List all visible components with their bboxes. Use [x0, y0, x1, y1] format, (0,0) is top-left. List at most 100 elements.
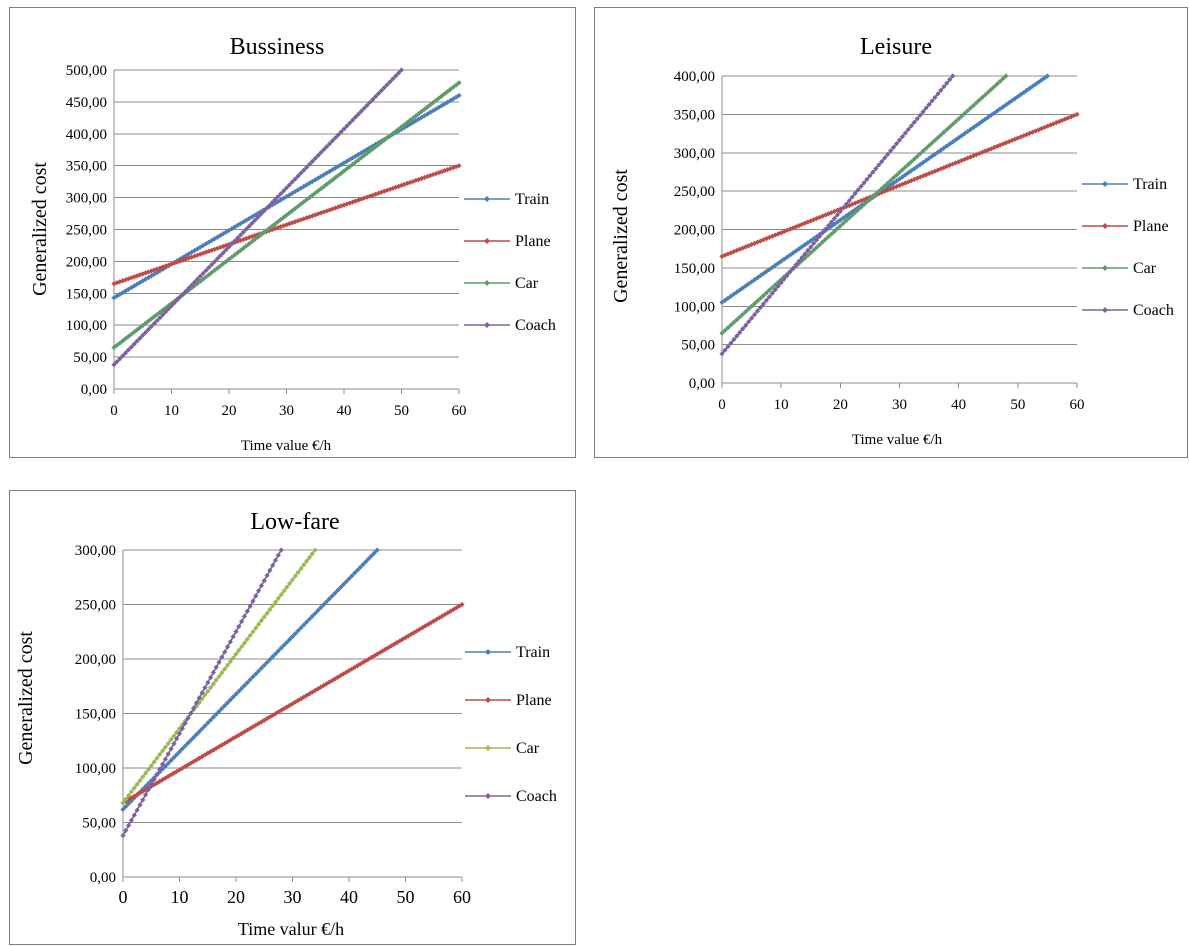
data-point — [143, 792, 149, 798]
data-point — [157, 314, 163, 321]
data-point — [126, 796, 132, 803]
data-point — [168, 757, 174, 764]
data-point — [908, 123, 914, 129]
data-point — [344, 123, 350, 129]
x-tick-label: 20 — [222, 403, 237, 419]
data-point — [988, 112, 994, 118]
data-point — [784, 272, 790, 279]
legend-entry-train: Train — [465, 644, 550, 661]
x-tick-label: 40 — [337, 403, 352, 419]
data-point — [255, 214, 261, 220]
data-point — [855, 199, 861, 205]
data-point — [134, 792, 140, 798]
data-point — [360, 561, 366, 568]
data-point — [151, 776, 157, 783]
data-point — [911, 119, 917, 125]
data-point — [763, 290, 769, 296]
data-point — [737, 314, 743, 320]
data-point — [991, 84, 997, 90]
data-point — [911, 176, 917, 183]
data-point — [120, 353, 126, 359]
y-axis-label: Generalized cost — [29, 162, 51, 296]
data-point — [369, 553, 375, 559]
data-point — [207, 717, 214, 723]
data-point — [258, 618, 265, 624]
data-point — [979, 149, 985, 155]
data-point — [114, 342, 120, 348]
data-point — [740, 285, 746, 291]
data-point — [929, 140, 935, 146]
data-point — [929, 169, 935, 175]
legend-entry-plane: Plane — [465, 692, 552, 709]
data-point — [162, 744, 168, 750]
data-point — [189, 285, 195, 291]
data-point — [137, 335, 143, 341]
data-point — [338, 129, 344, 135]
data-point — [329, 593, 335, 599]
data-point — [890, 144, 897, 150]
data-point — [205, 750, 211, 756]
data-point — [188, 760, 194, 766]
data-point — [263, 205, 269, 212]
chart-title: Leisure — [860, 34, 932, 60]
data-point — [128, 817, 135, 823]
data-point — [746, 306, 752, 312]
data-point — [237, 232, 244, 238]
data-point — [117, 279, 123, 285]
data-point — [888, 177, 894, 184]
data-point — [383, 646, 389, 652]
y-tick-label: 150,00 — [674, 261, 715, 277]
data-point — [166, 262, 172, 268]
data-point — [159, 748, 166, 754]
data-point — [961, 110, 968, 117]
data-point — [323, 599, 329, 605]
legend-entry-car: Car — [465, 740, 540, 757]
data-point — [1018, 134, 1024, 140]
data-point — [281, 706, 287, 712]
data-point — [899, 133, 906, 140]
data-point — [236, 623, 242, 630]
data-point — [1041, 124, 1048, 130]
data-point — [202, 692, 208, 698]
data-point — [953, 160, 959, 166]
data-point — [970, 153, 977, 159]
data-point — [1024, 87, 1030, 94]
data-point — [272, 197, 278, 203]
data-point — [796, 258, 802, 264]
data-point — [858, 198, 864, 204]
data-point — [125, 286, 131, 292]
legend-label: Train — [515, 191, 549, 208]
data-point — [456, 92, 462, 99]
data-point — [315, 152, 321, 159]
data-point — [229, 241, 235, 247]
data-point — [205, 688, 211, 694]
legend-entry-car: Car — [1082, 260, 1157, 277]
data-point — [876, 162, 882, 168]
legend-marker — [485, 793, 491, 799]
data-point — [174, 729, 180, 735]
y-tick-label: 450,00 — [66, 95, 107, 111]
data-point — [973, 100, 980, 106]
data-point — [281, 642, 287, 648]
y-tick-label: 200,00 — [66, 254, 107, 270]
data-point — [734, 317, 740, 323]
data-point — [241, 640, 248, 646]
data-point — [938, 132, 944, 138]
data-point — [352, 664, 358, 670]
data-point — [128, 798, 135, 804]
data-point — [950, 73, 956, 79]
data-point — [154, 771, 160, 777]
data-point — [766, 266, 772, 273]
legend-label: Plane — [516, 692, 552, 709]
data-point — [151, 314, 157, 320]
data-point — [347, 120, 353, 126]
data-point — [191, 279, 198, 285]
x-tick-label: 60 — [1070, 397, 1085, 413]
data-point — [171, 300, 177, 306]
data-point — [289, 633, 296, 640]
data-point — [120, 800, 126, 806]
data-point — [902, 172, 909, 178]
data-point — [970, 124, 977, 131]
y-tick-label: 100,00 — [66, 318, 107, 334]
data-point — [163, 263, 169, 269]
